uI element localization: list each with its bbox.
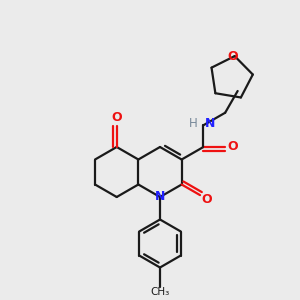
Text: O: O (111, 111, 122, 124)
Text: CH₃: CH₃ (150, 287, 170, 297)
Text: O: O (227, 140, 238, 154)
Text: O: O (227, 50, 238, 63)
Text: N: N (204, 117, 215, 130)
Text: H: H (189, 117, 197, 130)
Text: N: N (155, 190, 165, 203)
Text: O: O (202, 193, 212, 206)
